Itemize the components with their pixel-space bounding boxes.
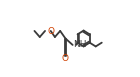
Text: O: O [62, 54, 69, 63]
Text: NH: NH [73, 40, 87, 49]
Text: O: O [47, 27, 54, 36]
